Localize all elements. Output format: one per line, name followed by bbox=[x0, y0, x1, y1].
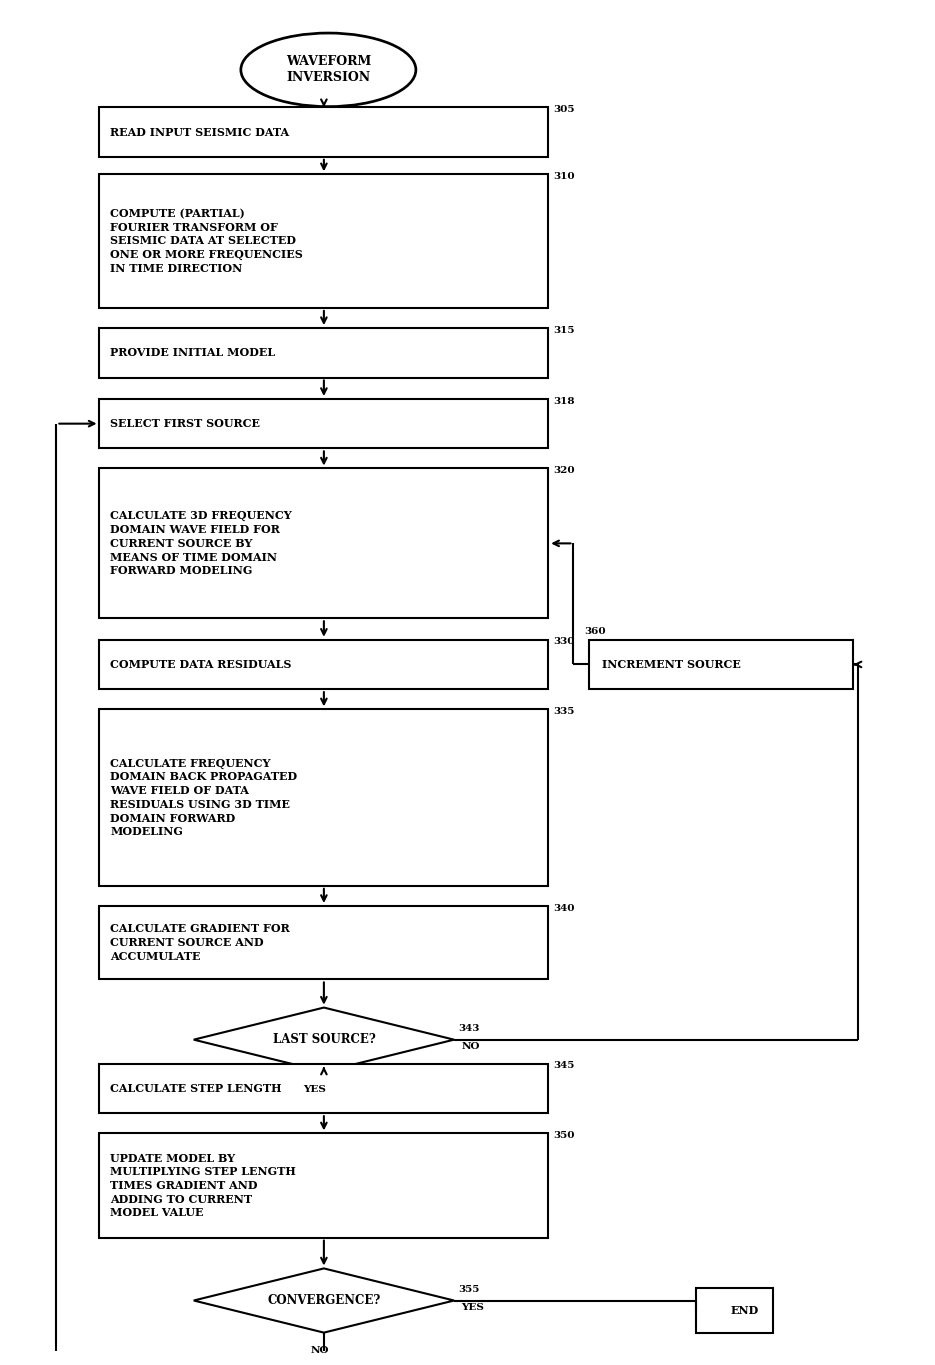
Text: 350: 350 bbox=[553, 1132, 574, 1140]
Text: READ INPUT SEISMIC DATA: READ INPUT SEISMIC DATA bbox=[110, 127, 289, 138]
Text: WAVEFORM
INVERSION: WAVEFORM INVERSION bbox=[286, 56, 371, 85]
Text: SELECT FIRST SOURCE: SELECT FIRST SOURCE bbox=[110, 418, 260, 429]
Text: COMPUTE (PARTIAL)
FOURIER TRANSFORM OF
SEISMIC DATA AT SELECTED
ONE OR MORE FREQ: COMPUTE (PARTIAL) FOURIER TRANSFORM OF S… bbox=[110, 207, 303, 274]
Text: YES: YES bbox=[304, 1085, 326, 1095]
Ellipse shape bbox=[241, 33, 416, 106]
FancyBboxPatch shape bbox=[697, 1289, 772, 1332]
FancyBboxPatch shape bbox=[99, 468, 548, 618]
FancyBboxPatch shape bbox=[99, 328, 548, 378]
Text: 318: 318 bbox=[553, 397, 574, 405]
FancyBboxPatch shape bbox=[99, 399, 548, 448]
FancyBboxPatch shape bbox=[99, 710, 548, 886]
Text: NO: NO bbox=[310, 1346, 328, 1355]
Text: INCREMENT SOURCE: INCREMENT SOURCE bbox=[602, 659, 741, 670]
Text: CONVERGENCE?: CONVERGENCE? bbox=[267, 1294, 381, 1308]
Text: CALCULATE FREQUENCY
DOMAIN BACK PROPAGATED
WAVE FIELD OF DATA
RESIDUALS USING 3D: CALCULATE FREQUENCY DOMAIN BACK PROPAGAT… bbox=[110, 758, 297, 837]
Polygon shape bbox=[194, 1007, 454, 1072]
Text: 360: 360 bbox=[584, 627, 606, 636]
FancyBboxPatch shape bbox=[99, 1063, 548, 1114]
Text: NO: NO bbox=[461, 1041, 480, 1051]
Text: 310: 310 bbox=[553, 172, 574, 182]
Text: UPDATE MODEL BY
MULTIPLYING STEP LENGTH
TIMES GRADIENT AND
ADDING TO CURRENT
MOD: UPDATE MODEL BY MULTIPLYING STEP LENGTH … bbox=[110, 1152, 296, 1219]
FancyBboxPatch shape bbox=[99, 906, 548, 980]
Text: 305: 305 bbox=[553, 105, 574, 115]
Polygon shape bbox=[194, 1268, 454, 1332]
Text: YES: YES bbox=[461, 1302, 484, 1312]
Text: 343: 343 bbox=[458, 1024, 480, 1033]
Text: 340: 340 bbox=[553, 904, 574, 913]
Text: 315: 315 bbox=[553, 326, 574, 334]
Text: 345: 345 bbox=[553, 1062, 574, 1070]
FancyBboxPatch shape bbox=[99, 108, 548, 157]
Text: END: END bbox=[730, 1305, 758, 1316]
Text: CALCULATE 3D FREQUENCY
DOMAIN WAVE FIELD FOR
CURRENT SOURCE BY
MEANS OF TIME DOM: CALCULATE 3D FREQUENCY DOMAIN WAVE FIELD… bbox=[110, 511, 292, 576]
Text: 320: 320 bbox=[553, 467, 574, 475]
FancyBboxPatch shape bbox=[99, 175, 548, 308]
Text: CALCULATE STEP LENGTH: CALCULATE STEP LENGTH bbox=[110, 1082, 281, 1093]
Text: 355: 355 bbox=[458, 1284, 480, 1294]
Text: CALCULATE GRADIENT FOR
CURRENT SOURCE AND
ACCUMULATE: CALCULATE GRADIENT FOR CURRENT SOURCE AN… bbox=[110, 924, 290, 962]
FancyBboxPatch shape bbox=[99, 1133, 548, 1238]
Text: COMPUTE DATA RESIDUALS: COMPUTE DATA RESIDUALS bbox=[110, 659, 292, 670]
Text: LAST SOURCE?: LAST SOURCE? bbox=[272, 1033, 375, 1046]
Text: PROVIDE INITIAL MODEL: PROVIDE INITIAL MODEL bbox=[110, 347, 276, 358]
FancyBboxPatch shape bbox=[589, 640, 854, 689]
FancyBboxPatch shape bbox=[99, 640, 548, 689]
Text: 330: 330 bbox=[553, 637, 574, 647]
Text: 335: 335 bbox=[553, 707, 574, 717]
